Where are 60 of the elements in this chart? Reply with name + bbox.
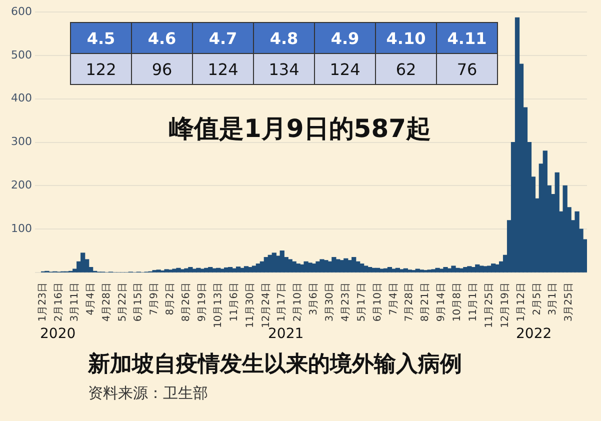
x-tick-label: 4月28日 bbox=[101, 282, 112, 322]
y-tick-label: 300 bbox=[10, 135, 32, 148]
x-tick-label: 11月25日 bbox=[484, 282, 495, 328]
text: 2021 bbox=[268, 326, 304, 342]
x-tick-label: 8月2日 bbox=[165, 282, 176, 316]
annotation: 62 bbox=[376, 54, 436, 84]
annotation: 124 bbox=[314, 54, 376, 84]
x-tick-label: 3月6日 bbox=[308, 282, 320, 316]
x-tick-label: 5月22日 bbox=[117, 282, 128, 322]
x-tick-label: 2月5日 bbox=[532, 282, 543, 316]
x-tick-label: 1月17日 bbox=[276, 282, 288, 322]
x-tick-label: 4月4日 bbox=[85, 282, 96, 316]
annotation: 4.6 bbox=[132, 22, 192, 54]
text: 资料来源：卫生部 bbox=[88, 384, 208, 403]
x-tick-label: 9月14日 bbox=[436, 282, 448, 322]
y-tick-label: 100 bbox=[10, 222, 32, 235]
x-tick-label: 8月21日 bbox=[420, 282, 432, 322]
x-tick-label: 1月23日 bbox=[38, 282, 49, 322]
annotation: 122 bbox=[70, 54, 132, 84]
annotation: 4.9 bbox=[314, 22, 376, 54]
x-tick-label: 3月30日 bbox=[324, 282, 336, 322]
annotation: 4.10 bbox=[376, 22, 436, 54]
annotation: 4.8 bbox=[254, 22, 314, 54]
y-tick-label: 200 bbox=[10, 178, 32, 192]
x-tick-label: 12月24日 bbox=[260, 282, 272, 328]
x-tick-label: 7月9日 bbox=[149, 282, 160, 316]
annotation: 124 bbox=[192, 54, 254, 84]
x-tick-label: 7月4日 bbox=[388, 282, 400, 316]
x-tick-label: 8月26日 bbox=[181, 282, 192, 322]
x-tick-label: 11月1日 bbox=[468, 282, 480, 322]
x-tick-label: 6月15日 bbox=[133, 282, 144, 322]
text: 新加坡自疫情发生以来的境外输入病例 bbox=[88, 350, 462, 379]
text: 2022 bbox=[516, 326, 552, 342]
x-tick-label: 4月23日 bbox=[340, 282, 352, 322]
annotation: 96 bbox=[132, 54, 192, 84]
x-tick-label: 6月10日 bbox=[372, 282, 384, 322]
x-tick-label: 2月16日 bbox=[54, 282, 65, 322]
y-tick-label: 400 bbox=[10, 92, 32, 105]
y-tick-label: 600 bbox=[10, 4, 32, 18]
x-tick-label: 10月8日 bbox=[452, 282, 464, 322]
x-tick-label: 2月10日 bbox=[292, 282, 304, 322]
x-tick-label: 10月13日 bbox=[212, 282, 224, 328]
x-tick-label: 7月28日 bbox=[404, 282, 416, 322]
annotation: 76 bbox=[436, 54, 498, 84]
text: 2020 bbox=[40, 326, 76, 342]
x-tick-label: 11月30日 bbox=[244, 282, 256, 328]
x-tick-label: 1月12日 bbox=[516, 282, 527, 322]
y-tick-label: 500 bbox=[10, 48, 32, 62]
x-tick-label: 11月6日 bbox=[228, 282, 240, 322]
annotation: 134 bbox=[254, 54, 314, 84]
annotation: 4.7 bbox=[192, 22, 254, 54]
x-tick-label: 5月17日 bbox=[356, 282, 368, 322]
x-tick-label: 3月25日 bbox=[564, 282, 575, 322]
annotation: 4.5 bbox=[70, 22, 132, 54]
x-tick-label: 12月19日 bbox=[500, 282, 511, 328]
x-tick-label: 3月11日 bbox=[69, 282, 80, 322]
x-tick-label: 3月1日 bbox=[548, 282, 559, 316]
annotation: 峰值是1月9日的587起 bbox=[169, 113, 431, 145]
x-tick-label: 9月19日 bbox=[197, 282, 208, 322]
annotation: 4.11 bbox=[436, 22, 498, 54]
